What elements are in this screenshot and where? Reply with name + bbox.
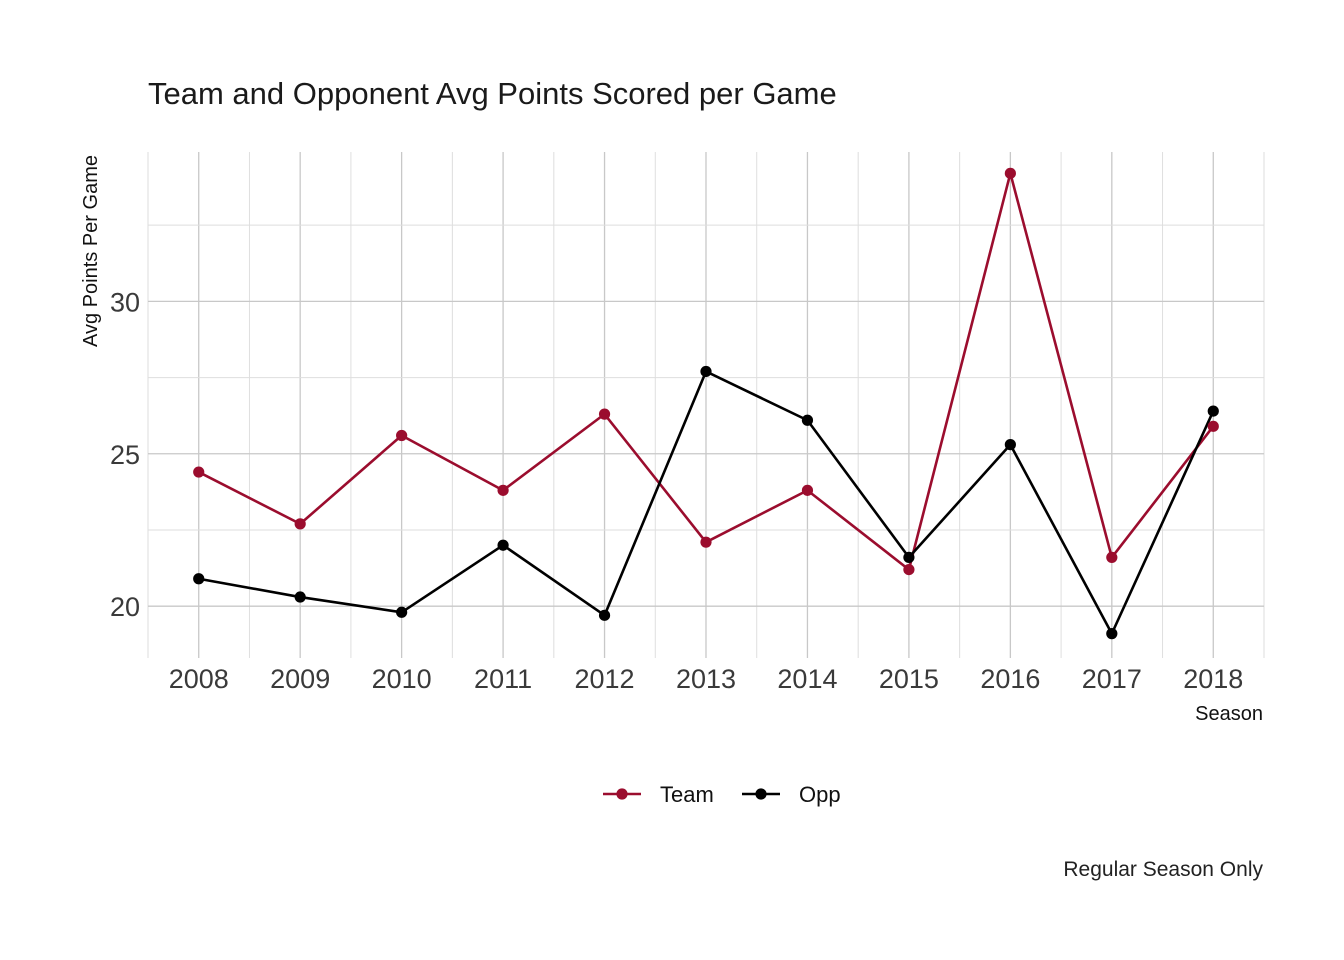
x-tick-label: 2010	[372, 664, 432, 694]
y-axis-ticks: 20 25 30	[110, 287, 140, 622]
x-tick-label: 2011	[474, 664, 532, 694]
data-point-team	[801, 484, 814, 496]
data-point-opp	[801, 414, 814, 426]
legend-label: Team	[660, 782, 714, 807]
y-tick-label: 20	[110, 592, 140, 622]
x-tick-label: 2017	[1082, 664, 1142, 694]
legend-key-point	[755, 788, 767, 800]
chart-caption: Regular Season Only	[1063, 858, 1263, 881]
data-point-opp	[396, 606, 408, 618]
legend-item-opp: Opp	[742, 782, 841, 807]
data-point-opp	[700, 365, 712, 378]
y-axis-label: Avg Points Per Game	[80, 155, 102, 347]
x-tick-label: 2014	[777, 664, 837, 694]
data-point-opp	[193, 573, 205, 585]
data-point-team	[1004, 167, 1016, 179]
data-point-opp	[497, 539, 509, 551]
data-point-team	[497, 484, 509, 496]
x-tick-label: 2013	[676, 664, 736, 694]
legend-key-point	[616, 788, 628, 800]
data-point-team	[193, 466, 205, 478]
data-point-team	[396, 429, 408, 442]
chart-title: Team and Opponent Avg Points Scored per …	[148, 76, 837, 111]
legend-label: Opp	[799, 782, 841, 807]
data-point-opp	[598, 609, 611, 621]
data-point-team	[700, 536, 712, 548]
x-tick-label: 2008	[169, 664, 229, 694]
data-point-team	[1207, 420, 1219, 432]
x-tick-label: 2012	[575, 664, 635, 694]
series	[193, 167, 1219, 640]
y-tick-label: 25	[110, 440, 140, 470]
grid	[147, 152, 1265, 658]
x-tick-label: 2016	[980, 664, 1040, 694]
legend-item-team: Team	[603, 782, 714, 807]
data-point-opp	[1106, 628, 1118, 640]
data-point-opp	[1207, 405, 1219, 417]
x-axis-ticks: 2008 2009 2010 2011 2012 2013 2014 2015 2016 2017…	[169, 664, 1244, 694]
data-point-team	[903, 564, 915, 576]
data-point-team	[1106, 551, 1118, 564]
data-point-opp	[903, 551, 915, 564]
data-point-opp	[1004, 439, 1016, 451]
legend: Team Opp	[603, 782, 841, 807]
y-tick-label: 30	[110, 287, 140, 317]
x-tick-label: 2015	[879, 664, 939, 694]
x-tick-label: 2009	[270, 664, 330, 694]
x-axis-label: Season	[1195, 703, 1263, 725]
data-point-team	[294, 518, 306, 530]
data-point-opp	[294, 591, 306, 603]
x-tick-label: 2018	[1183, 664, 1243, 694]
data-point-team	[598, 408, 611, 420]
